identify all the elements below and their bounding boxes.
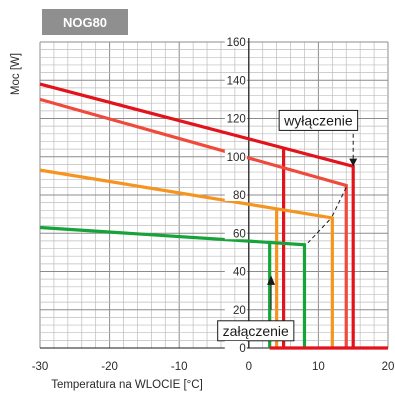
x-tick-label: 10 [312,361,325,373]
y-tick-label-background [224,111,247,125]
y-tick-label: 0 [239,343,245,355]
x-tick-label: -20 [101,361,118,373]
x-tick-label: 20 [382,361,395,373]
y-tick-label-background [224,73,247,87]
y-tick-label: 140 [227,75,246,87]
chart-title-background [42,9,128,35]
annotation-zalaczenie-box [217,320,295,342]
series-3-line [39,168,334,348]
y-axis-label: Moc [W] [10,53,22,95]
arrow-on [267,275,276,285]
y-tick-label-background [224,264,247,278]
chart-ticks: -30 -20 -10 0 10 20 0 20 40 60 80 100 120 140 160 [32,35,395,373]
x-tick-label: -30 [32,361,49,373]
arrow-off [349,158,358,167]
y-tick-label-background [224,35,247,48]
leader-line-2 [331,187,347,217]
chart-title: NOG80 [63,15,107,30]
y-tick-label: 120 [227,114,246,126]
y-tick-label-background [224,302,247,316]
y-tick-label-background [224,226,247,240]
annotation-wylaczenie-box [278,109,359,131]
annotation-zalaczenie-label: załączenie [223,323,289,339]
x-tick-label: -10 [171,361,188,373]
annotation-wylaczenie-label: wyłączenie [283,112,353,128]
x-axis-label: Temperatura na WLOCIE [°C] [51,379,203,391]
y-tick-label: 40 [233,267,246,279]
chart-grid [39,38,389,349]
y-tick-label-background [224,149,247,163]
y-tick-label-background [224,188,247,201]
series-2-line [39,97,348,348]
y-tick-label: 160 [227,37,246,49]
y-tick-label: 80 [233,190,246,202]
y-tick-label: 20 [233,305,246,317]
y-tick-label: 100 [227,152,246,164]
y-tick-label: 60 [233,228,246,240]
series-4-line [39,225,307,348]
chart-annotations: wyłączenie załączenie [217,109,359,342]
x-tick-label: 0 [246,361,252,373]
leader-line-3 [307,219,330,244]
y-tick-label-background [224,341,247,354]
